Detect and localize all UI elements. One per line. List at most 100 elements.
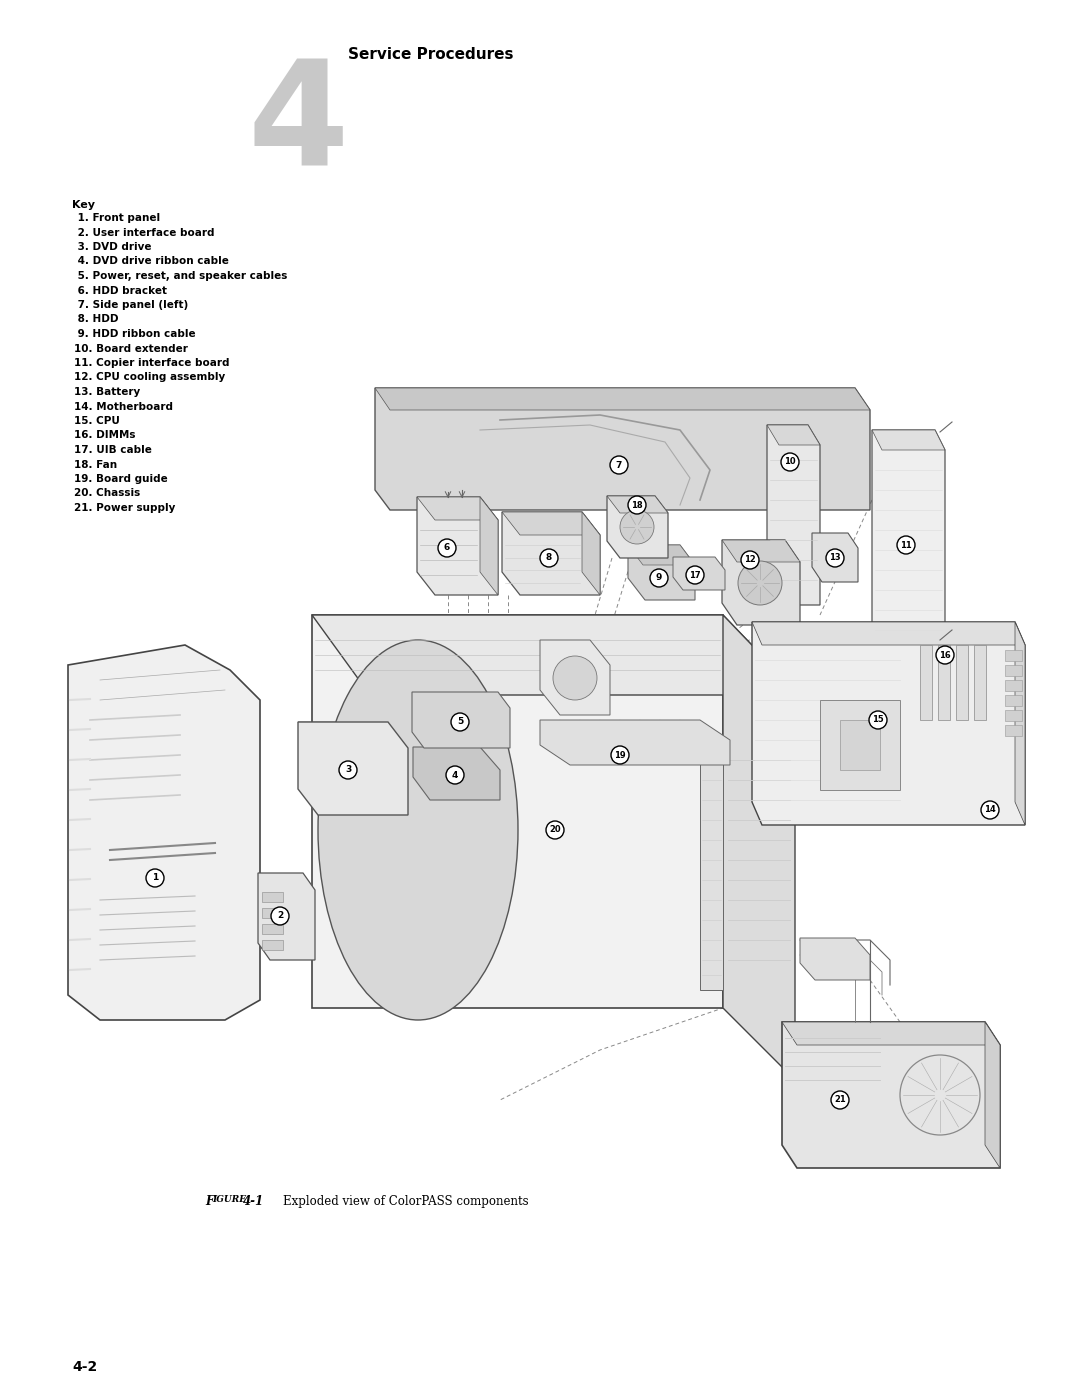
Polygon shape xyxy=(782,1023,1000,1168)
Polygon shape xyxy=(752,622,1025,645)
Polygon shape xyxy=(872,430,945,450)
Circle shape xyxy=(438,539,456,557)
Text: 6. HDD bracket: 6. HDD bracket xyxy=(75,285,167,296)
Text: 16. DIMMs: 16. DIMMs xyxy=(75,430,135,440)
Polygon shape xyxy=(262,908,283,918)
Text: 13. Battery: 13. Battery xyxy=(75,387,140,397)
Text: 8. HDD: 8. HDD xyxy=(75,314,119,324)
Text: 2. User interface board: 2. User interface board xyxy=(75,228,215,237)
Polygon shape xyxy=(767,425,820,605)
Polygon shape xyxy=(782,1023,1000,1045)
Polygon shape xyxy=(607,496,669,513)
Circle shape xyxy=(741,550,759,569)
Polygon shape xyxy=(388,722,408,814)
Text: 14: 14 xyxy=(984,806,996,814)
Polygon shape xyxy=(480,497,498,595)
Text: 4. DVD drive ribbon cable: 4. DVD drive ribbon cable xyxy=(75,257,229,267)
Text: 7. Side panel (left): 7. Side panel (left) xyxy=(75,300,188,310)
Text: 16: 16 xyxy=(940,651,950,659)
Text: 6: 6 xyxy=(444,543,450,552)
Text: Exploded view of ColorPASS components: Exploded view of ColorPASS components xyxy=(268,1194,528,1208)
Circle shape xyxy=(553,657,597,700)
Text: F: F xyxy=(205,1194,214,1208)
Text: 19: 19 xyxy=(615,750,625,760)
Polygon shape xyxy=(939,645,950,719)
Polygon shape xyxy=(312,615,795,694)
Polygon shape xyxy=(1005,680,1022,692)
Text: 13: 13 xyxy=(829,553,841,563)
Circle shape xyxy=(271,907,289,925)
Text: 15: 15 xyxy=(873,715,883,725)
Polygon shape xyxy=(820,700,900,789)
Text: The right side panel is
not shown in this illustration.: The right side panel is not shown in thi… xyxy=(105,840,257,862)
Polygon shape xyxy=(723,541,800,562)
Polygon shape xyxy=(723,541,800,624)
Polygon shape xyxy=(1005,650,1022,661)
Polygon shape xyxy=(413,747,500,800)
Text: 5: 5 xyxy=(457,718,463,726)
Text: 2: 2 xyxy=(276,911,283,921)
Polygon shape xyxy=(262,923,283,935)
Text: 12. CPU cooling assembly: 12. CPU cooling assembly xyxy=(75,373,226,383)
Polygon shape xyxy=(1005,710,1022,721)
Text: 3: 3 xyxy=(345,766,351,774)
Polygon shape xyxy=(985,1023,1000,1168)
Polygon shape xyxy=(411,692,510,747)
Text: 15. CPU: 15. CPU xyxy=(75,416,120,426)
Text: 10: 10 xyxy=(784,457,796,467)
Polygon shape xyxy=(502,511,600,595)
Text: 20: 20 xyxy=(550,826,561,834)
Text: 1: 1 xyxy=(152,873,158,883)
Text: 8: 8 xyxy=(545,553,552,563)
Text: 18: 18 xyxy=(631,500,643,510)
Circle shape xyxy=(146,869,164,887)
Circle shape xyxy=(451,712,469,731)
Text: 12: 12 xyxy=(744,556,756,564)
Circle shape xyxy=(620,510,654,543)
Text: 3. DVD drive: 3. DVD drive xyxy=(75,242,151,251)
Circle shape xyxy=(627,496,646,514)
Circle shape xyxy=(781,453,799,471)
Polygon shape xyxy=(540,640,610,715)
Polygon shape xyxy=(767,425,820,446)
Text: 18. Fan: 18. Fan xyxy=(75,460,117,469)
Polygon shape xyxy=(258,873,315,960)
Text: 17. UIB cable: 17. UIB cable xyxy=(75,446,152,455)
Circle shape xyxy=(869,711,887,729)
Text: 9. HDD ribbon cable: 9. HDD ribbon cable xyxy=(75,330,195,339)
Polygon shape xyxy=(1005,725,1022,736)
Polygon shape xyxy=(627,545,696,599)
Text: 21: 21 xyxy=(834,1095,846,1105)
Polygon shape xyxy=(627,545,696,564)
Polygon shape xyxy=(1015,622,1025,826)
Polygon shape xyxy=(417,497,498,595)
Text: NOTE:: NOTE: xyxy=(72,840,108,849)
Polygon shape xyxy=(298,722,408,747)
Text: 19. Board guide: 19. Board guide xyxy=(75,474,167,483)
Text: 21. Power supply: 21. Power supply xyxy=(75,503,175,513)
Polygon shape xyxy=(1005,665,1022,676)
Circle shape xyxy=(826,549,843,567)
Text: 4-1: 4-1 xyxy=(243,1194,265,1208)
Polygon shape xyxy=(262,893,283,902)
Polygon shape xyxy=(956,645,968,719)
Polygon shape xyxy=(920,645,932,719)
Circle shape xyxy=(446,766,464,784)
Polygon shape xyxy=(800,937,870,981)
Text: 9: 9 xyxy=(656,574,662,583)
Circle shape xyxy=(981,800,999,819)
Circle shape xyxy=(650,569,669,587)
Text: 4: 4 xyxy=(248,54,350,196)
Polygon shape xyxy=(673,557,725,590)
Polygon shape xyxy=(502,511,600,535)
Text: 20. Chassis: 20. Chassis xyxy=(75,489,140,499)
Polygon shape xyxy=(298,722,408,814)
Polygon shape xyxy=(812,534,858,583)
Circle shape xyxy=(339,761,357,780)
Polygon shape xyxy=(723,615,795,1080)
Text: 14. Motherboard: 14. Motherboard xyxy=(75,401,173,412)
Circle shape xyxy=(540,549,558,567)
Circle shape xyxy=(897,536,915,555)
Polygon shape xyxy=(607,496,669,557)
Text: 10. Board extender: 10. Board extender xyxy=(75,344,188,353)
